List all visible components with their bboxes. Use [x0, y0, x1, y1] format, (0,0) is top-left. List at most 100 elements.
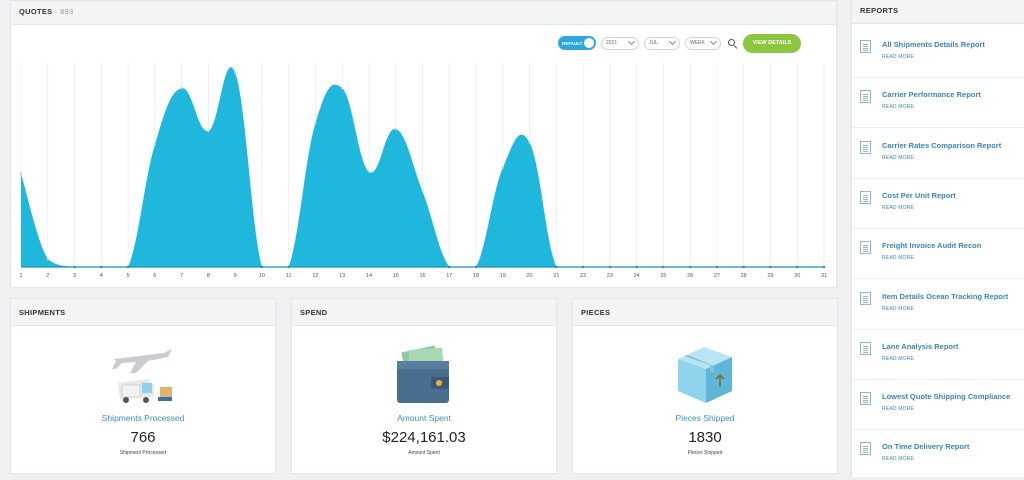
read-more-link[interactable]: READ MORE	[882, 456, 915, 463]
view-details-button[interactable]: VIEW DETAILS	[743, 33, 801, 53]
x-tick-label: 22	[580, 273, 586, 279]
report-item[interactable]: Item Details Ocean Tracking Report READ M…	[852, 280, 1024, 330]
read-more-link[interactable]: READ MORE	[882, 255, 915, 262]
card-caption: Pieces Shipped	[675, 413, 735, 423]
read-more-link[interactable]: READ MORE	[882, 355, 915, 362]
quotes-chart: 1 2 3 4 5 6 7 8 9 10 11 12 13 14 15 16 17 18 19 20 21 22 23 24 2…	[19, 63, 827, 279]
report-title-link[interactable]: Carrier Performance Report	[882, 90, 981, 100]
report-item[interactable]: Carrier Performance Report READ MORE	[852, 78, 1024, 129]
data-point[interactable]	[153, 143, 157, 146]
report-title-link[interactable]: Lane Analysis Report	[882, 341, 959, 351]
data-point[interactable]	[207, 129, 210, 133]
data-point[interactable]	[126, 265, 130, 269]
document-icon	[860, 90, 871, 104]
quotes-header: QUOTES · 893	[11, 1, 836, 25]
card-title: PIECES	[573, 299, 837, 326]
period-select-value: WEEK	[690, 40, 705, 46]
report-title-link[interactable]: Carrier Rates Comparison Report	[882, 140, 1002, 150]
x-tick-label: 29	[767, 273, 773, 279]
search-icon[interactable]	[726, 37, 738, 49]
x-tick-label: 19	[500, 273, 506, 279]
data-point[interactable]	[100, 265, 103, 269]
data-point[interactable]	[581, 265, 585, 269]
reports-panel: REPORTS All Shipments Details Report READ…	[851, 0, 1024, 480]
report-title-link[interactable]: Lowest Quote Shipping Compliance	[882, 392, 1011, 402]
card-caption: Amount Spent	[397, 413, 451, 423]
document-icon	[860, 442, 871, 456]
data-point[interactable]	[555, 265, 558, 269]
read-more-link[interactable]: READ MORE	[882, 305, 915, 312]
year-select[interactable]: 2021	[601, 36, 639, 50]
month-select-value: JUL	[649, 40, 658, 46]
default-toggle[interactable]: DEFAULT	[558, 36, 596, 50]
read-more-link[interactable]: READ MORE	[882, 154, 915, 161]
report-item[interactable]: All Shipments Details Report READ MORE	[852, 28, 1024, 78]
data-point[interactable]	[715, 265, 719, 269]
report-item[interactable]: Cost Per Unit Report READ MORE	[852, 179, 1024, 229]
data-point[interactable]	[394, 127, 397, 131]
data-point[interactable]	[528, 141, 531, 144]
document-icon	[860, 291, 871, 305]
document-icon	[860, 241, 871, 255]
data-point[interactable]	[796, 265, 799, 269]
x-tick-label: 6	[153, 273, 156, 279]
month-select[interactable]: JUL	[644, 36, 680, 50]
data-point[interactable]	[742, 265, 745, 269]
report-item[interactable]: Carrier Rates Comparison Report READ MORE	[852, 129, 1024, 179]
x-tick-label: 8	[207, 273, 210, 279]
read-more-link[interactable]: READ MORE	[882, 104, 915, 111]
report-item[interactable]: Lane Analysis Report READ MORE	[852, 330, 1024, 380]
data-point[interactable]	[501, 166, 504, 170]
year-select-value: 2021	[606, 40, 618, 46]
data-point[interactable]	[448, 265, 451, 269]
data-point[interactable]	[73, 265, 76, 269]
read-more-link[interactable]: READ MORE	[882, 204, 915, 211]
report-item[interactable]: Lowest Quote Shipping Compliance READ MOR…	[852, 380, 1024, 431]
x-tick-label: 14	[366, 273, 372, 279]
chevron-down-icon	[709, 37, 718, 46]
data-point[interactable]	[19, 172, 23, 175]
data-point[interactable]	[314, 122, 317, 125]
data-point[interactable]	[662, 265, 665, 269]
report-title-link[interactable]: On Time Delivery Report	[882, 442, 970, 452]
report-title-link[interactable]: Item Details Ocean Tracking Report	[882, 291, 1009, 301]
data-point[interactable]	[341, 87, 344, 90]
reports-title: REPORTS	[852, 0, 1024, 24]
data-point[interactable]	[474, 265, 478, 269]
data-point[interactable]	[287, 265, 290, 269]
data-point[interactable]	[180, 87, 183, 90]
data-point[interactable]	[608, 265, 612, 269]
shipments-card: SHIPMENTS Shipments Processed 766 Shipme…	[10, 298, 276, 474]
data-point[interactable]	[688, 265, 692, 269]
pieces-card: PIECES Pieces Shipped 1830 Pieces Shippe…	[572, 298, 838, 474]
data-point[interactable]	[822, 265, 826, 269]
card-subtitle: Shipment Processed	[119, 450, 167, 456]
x-tick-label: 28	[741, 273, 747, 279]
x-tick-label: 7	[180, 273, 183, 279]
document-icon	[860, 40, 871, 53]
report-title-link[interactable]: All Shipments Details Report	[882, 40, 985, 49]
data-point[interactable]	[367, 170, 371, 173]
x-tick-label: 23	[607, 273, 613, 279]
card-caption: Shipments Processed	[101, 413, 185, 423]
data-point[interactable]	[769, 265, 772, 269]
card-value: $224,161.03	[382, 429, 466, 446]
document-icon	[860, 392, 871, 406]
read-more-link[interactable]: READ MORE	[882, 406, 915, 413]
report-title-link[interactable]: Cost Per Unit Report	[882, 190, 956, 200]
chevron-down-icon	[668, 37, 677, 46]
data-point[interactable]	[46, 258, 49, 261]
data-point[interactable]	[260, 265, 264, 269]
report-item[interactable]: On Time Delivery Report READ MORE	[852, 430, 1024, 480]
default-toggle-label: DEFAULT	[562, 40, 583, 46]
read-more-link[interactable]: READ MORE	[882, 54, 915, 60]
cargo-plane-truck-icon	[112, 349, 172, 403]
period-select[interactable]: WEEK	[685, 36, 721, 50]
x-tick-label: 24	[634, 273, 640, 279]
data-point[interactable]	[421, 190, 424, 193]
data-point[interactable]	[233, 71, 237, 74]
data-point[interactable]	[635, 265, 638, 269]
report-item[interactable]: Freight Invoice Audit Recon READ MORE	[852, 229, 1024, 280]
report-title-link[interactable]: Freight Invoice Audit Recon	[882, 241, 982, 251]
x-tick-label: 2	[46, 273, 49, 279]
